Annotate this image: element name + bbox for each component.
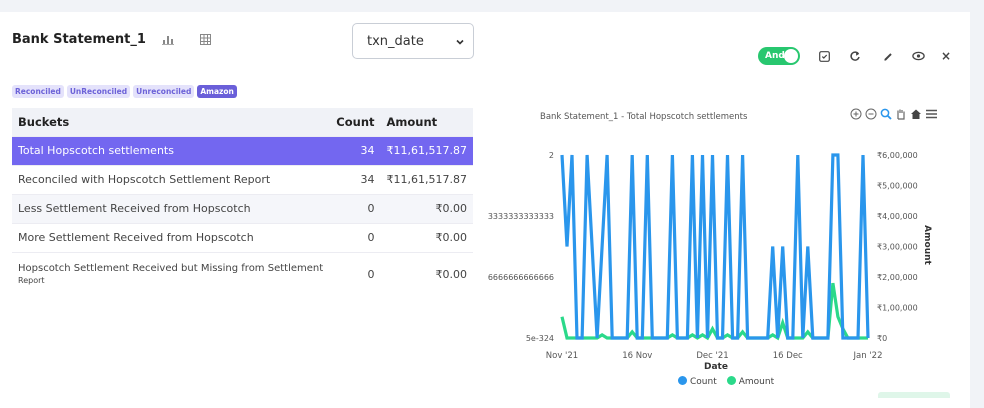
y-right-tick-label: ₹1,00,000 [877, 304, 918, 313]
table-row[interactable]: Less Settlement Received from Hopscotch … [12, 193, 473, 223]
y-right-tick-label: ₹4,00,000 [877, 212, 918, 221]
amount-cell: ₹11,61,517.87 [380, 135, 473, 165]
legend-amount-dot [726, 376, 736, 385]
x-axis: Nov '21 16 Nov Dec '21 16 Dec Jan '22 [546, 351, 883, 361]
and-toggle[interactable]: And [758, 47, 800, 65]
count-cell: 0 [330, 222, 381, 252]
table-row[interactable]: More Settlement Received from Hopscotch … [12, 222, 473, 252]
date-field-select-value: txn_date [367, 33, 424, 49]
amount-cell: ₹11,61,517.87 [380, 164, 473, 194]
count-cell: 34 [330, 135, 381, 165]
y-axis-left: 2 3333333333333 6666666666666 5e-324 [488, 151, 554, 343]
checkbox-icon[interactable] [815, 47, 833, 65]
y-right-tick-label: ₹5,00,000 [877, 182, 918, 191]
count-cell: 0 [330, 251, 381, 296]
bucket-cell-subtext: Report [18, 276, 45, 286]
count-cell: 34 [330, 164, 381, 194]
legend-count-label: Count [690, 377, 717, 387]
bucket-cell: More Settlement Received from Hopscotch [12, 222, 331, 252]
bucket-cell-text: Hopscotch Settlement Received but Missin… [18, 263, 324, 275]
zoom-out-icon[interactable] [865, 108, 877, 120]
card-header: Bank Statement_1 [12, 28, 211, 50]
y-axis-right-label: Amount [922, 225, 932, 265]
eye-icon[interactable] [909, 47, 927, 65]
bucket-cell: Hopscotch Settlement Received but Missin… [12, 251, 331, 296]
tag-unreconciled[interactable]: Unreconciled [133, 85, 195, 98]
series-line-count [560, 153, 870, 340]
x-tick-label: Nov '21 [546, 351, 578, 361]
line-chart: 2 3333333333333 6666666666666 5e-324 ₹6,00,… [488, 151, 932, 372]
chart-title: Bank Statement_1 - Total Hopscotch settl… [540, 112, 748, 122]
refresh-icon[interactable] [846, 47, 864, 65]
y-right-tick-label: ₹3,00,000 [877, 243, 918, 252]
date-field-select[interactable]: txn_date [352, 23, 474, 59]
zoom-in-icon[interactable] [850, 108, 862, 120]
y-left-tick-label: 3333333333333 [488, 212, 554, 221]
col-header-amount: Amount [380, 108, 473, 136]
and-toggle-label: And [765, 51, 785, 61]
buckets-table: Buckets Count Amount Total Hopscotch set… [12, 108, 473, 296]
bucket-cell: Reconciled with Hopscotch Settlement Rep… [12, 164, 331, 194]
bucket-cell: Less Settlement Received from Hopscotch [12, 193, 331, 223]
legend-amount-label: Amount [738, 377, 775, 387]
y-left-tick-label: 6666666666666 [488, 273, 554, 282]
y-right-tick-label: ₹6,00,000 [877, 151, 918, 160]
menu-icon[interactable] [925, 108, 938, 120]
y-right-tick-label: ₹0 [877, 334, 887, 343]
tag-unreconciled-camel[interactable]: UnReconciled [66, 85, 131, 98]
partial-button-edge [878, 392, 950, 398]
chart-toolbar [850, 108, 938, 120]
y-left-tick-label: 5e-324 [526, 334, 554, 343]
pan-hand-icon[interactable] [895, 108, 907, 120]
table-row[interactable]: Total Hopscotch settlements 34 ₹11,61,51… [12, 135, 473, 165]
chart-legend: Count Amount [678, 376, 774, 387]
y-axis-right: ₹6,00,000 ₹5,00,000 ₹4,00,000 ₹3,00,000 ₹2,0… [877, 151, 918, 343]
chart-series [560, 153, 870, 341]
x-tick-label: 16 Nov [622, 351, 652, 361]
table-header-row: Buckets Count Amount [12, 108, 473, 136]
x-tick-label: Jan '22 [853, 351, 883, 361]
table-row[interactable]: Reconciled with Hopscotch Settlement Rep… [12, 164, 473, 194]
close-icon[interactable]: × [940, 49, 952, 63]
table-icon[interactable] [199, 33, 211, 45]
col-header-count: Count [330, 108, 381, 136]
table-row[interactable]: Hopscotch Settlement Received but Missin… [12, 251, 473, 296]
toggle-knob [784, 49, 798, 63]
tag-reconciled[interactable]: Reconciled [12, 85, 64, 98]
amount-cell: ₹0.00 [380, 193, 473, 223]
tag-amazon[interactable]: Amazon [197, 85, 237, 98]
legend-count-dot [678, 376, 687, 385]
amount-cell: ₹0.00 [380, 222, 473, 252]
x-tick-label: 16 Dec [773, 351, 803, 361]
legend-count[interactable]: Count [678, 376, 717, 387]
count-cell: 0 [330, 193, 381, 223]
chevron-down-icon [455, 36, 465, 51]
x-axis-label: Date [704, 362, 728, 372]
bucket-cell: Total Hopscotch settlements [12, 135, 331, 165]
page-title: Bank Statement_1 [12, 31, 146, 47]
filter-tags: Reconciled UnReconciled Unreconciled Ama… [12, 85, 237, 98]
amount-cell: ₹0.00 [380, 251, 473, 296]
col-header-buckets: Buckets [12, 108, 331, 136]
bar-chart-icon[interactable] [161, 33, 174, 45]
y-left-tick-label: 2 [549, 151, 554, 160]
edit-icon[interactable] [879, 47, 897, 65]
y-right-tick-label: ₹2,00,000 [877, 273, 918, 282]
legend-amount[interactable]: Amount [726, 376, 775, 387]
x-tick-label: Dec '21 [696, 351, 728, 361]
home-reset-icon[interactable] [910, 108, 922, 120]
selection-zoom-icon[interactable] [880, 108, 892, 120]
